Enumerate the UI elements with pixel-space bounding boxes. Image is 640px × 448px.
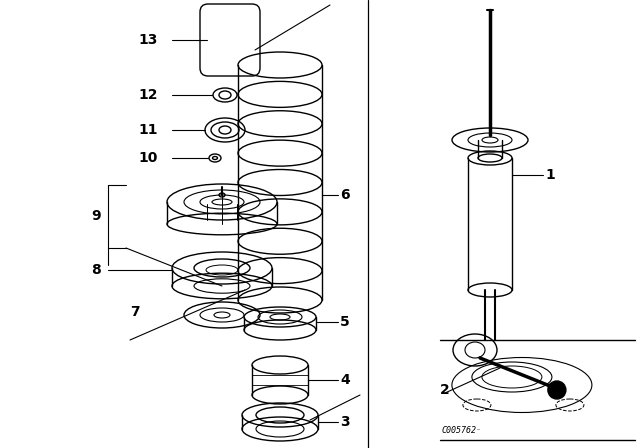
- Text: 8: 8: [91, 263, 101, 277]
- Text: 12: 12: [138, 88, 157, 102]
- Text: C005762⁻: C005762⁻: [442, 426, 482, 435]
- Text: 6: 6: [340, 188, 349, 202]
- Text: 10: 10: [138, 151, 157, 165]
- Text: 3: 3: [340, 415, 349, 429]
- Text: 9: 9: [91, 209, 101, 223]
- Text: 7: 7: [131, 305, 140, 319]
- Circle shape: [548, 381, 566, 399]
- Text: 4: 4: [340, 373, 349, 387]
- Text: 11: 11: [138, 123, 157, 137]
- Text: 1: 1: [545, 168, 555, 182]
- Text: 13: 13: [138, 33, 157, 47]
- Text: 2: 2: [440, 383, 450, 397]
- Text: 5: 5: [340, 315, 349, 329]
